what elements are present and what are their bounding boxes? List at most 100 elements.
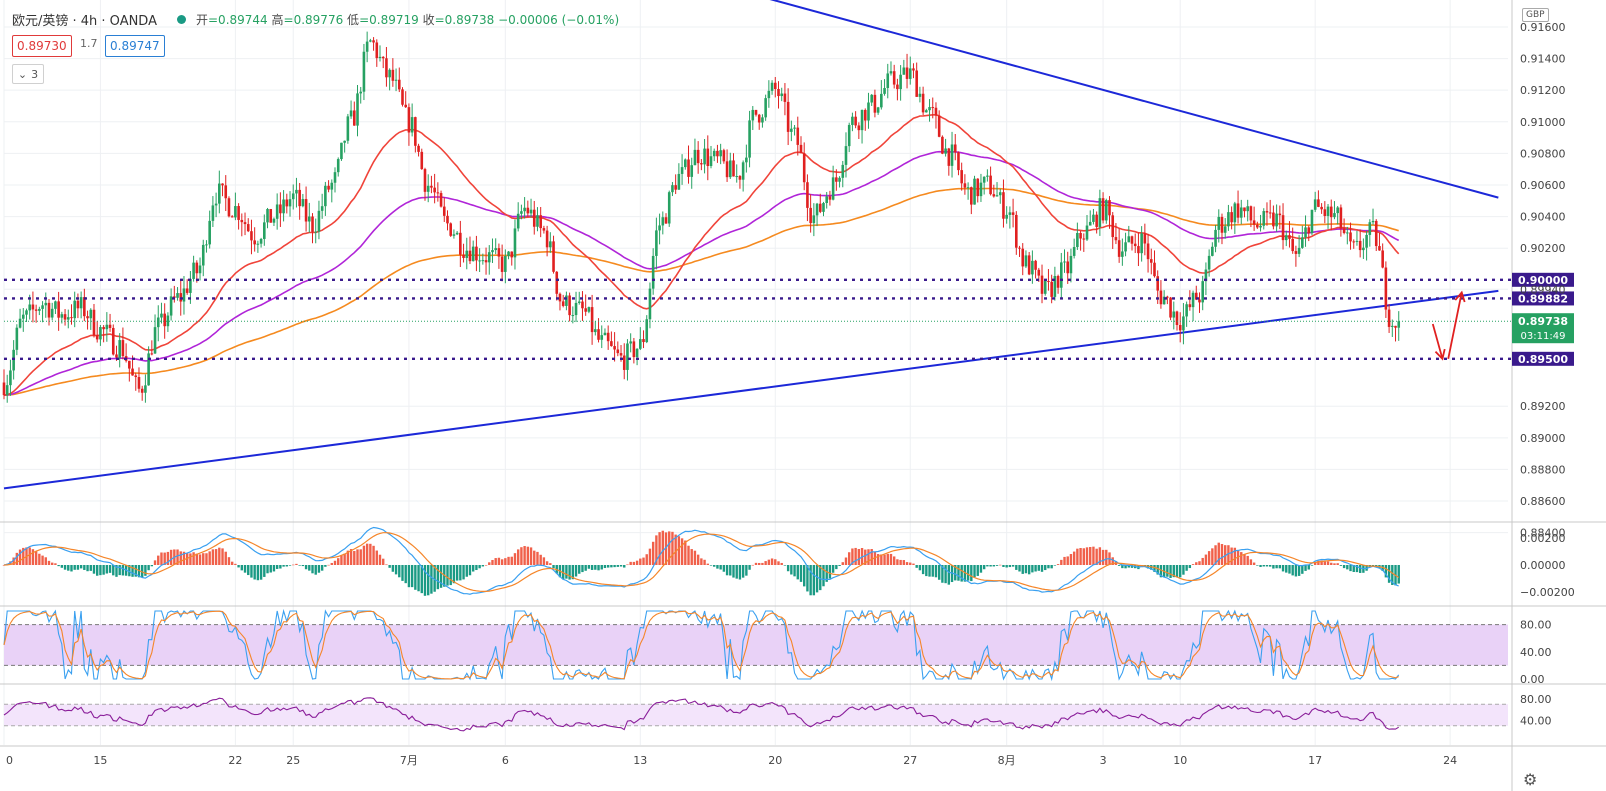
candle-body (1329, 206, 1333, 218)
candle-body (156, 317, 160, 328)
candle-body (1153, 262, 1156, 277)
stoch-band (4, 624, 1508, 666)
candle-body (50, 308, 54, 318)
macd-histogram-bar (1301, 565, 1304, 574)
macd-histogram-bar (1037, 565, 1041, 571)
macd-histogram-bar (539, 554, 542, 565)
horizontal-levels[interactable]: 0.90000 0.89882 0.89500 0.89738 03:11:49 (4, 272, 1574, 366)
candle-body (1394, 325, 1397, 328)
candle-body (330, 182, 334, 190)
macd-histogram-bar (780, 562, 783, 565)
candle-body (111, 327, 115, 355)
candle-body (651, 255, 655, 289)
signal-line (3, 532, 1400, 592)
macd-histogram-bar (642, 557, 645, 565)
candle-body (979, 182, 983, 197)
candle-body (1188, 304, 1192, 308)
sell-price-button[interactable]: 0.89730 (12, 35, 72, 57)
macd-histogram-bar (1124, 565, 1127, 569)
macd-histogram-bar (491, 559, 494, 565)
macd-histogram-bar (108, 565, 112, 573)
time-tick-label: 13 (633, 754, 647, 767)
candle-body (57, 301, 60, 318)
candle-body (835, 177, 838, 182)
macd-histogram-bar (774, 559, 777, 565)
macd-histogram-bar (295, 563, 298, 565)
time-axis[interactable]: 0 15 22 25 7月 6 13 20 27 8月 3 10 17 24 (6, 754, 1457, 767)
macd-histogram-bar (1217, 542, 1220, 565)
macd-histogram-bar (812, 565, 816, 596)
candle-body (918, 93, 922, 97)
candle-body (1169, 297, 1172, 318)
price-tick-label: 0.91400 (1520, 53, 1566, 66)
stoch-d-line (3, 610, 1399, 680)
macd-histogram-bar (610, 565, 613, 568)
macd-histogram-bar (208, 551, 211, 565)
candle-body (661, 217, 665, 226)
macd-histogram-bar (1076, 548, 1079, 565)
candle-body (449, 223, 453, 236)
candle-body (1339, 207, 1343, 229)
candle-body (822, 203, 825, 212)
candle-body (600, 335, 604, 340)
macd-histogram-bar (301, 565, 305, 567)
macd-histogram-bar (986, 565, 989, 567)
candle-body (369, 40, 372, 42)
candle-body (577, 301, 581, 303)
candle-body (70, 317, 73, 319)
indicator-toggle-button[interactable]: ⌄ 3 (12, 64, 44, 84)
macd-histogram-bar (388, 565, 391, 568)
macd-histogram-bar (1069, 554, 1073, 565)
candle-body (92, 309, 96, 336)
price-tick-label: 0.91200 (1520, 84, 1566, 97)
price-axis[interactable]: 0.91600 0.91400 0.91200 0.91000 0.90800 0.906… (1520, 21, 1575, 727)
candle-body (1391, 325, 1394, 327)
candle-body (507, 251, 510, 257)
candle-body (134, 375, 138, 378)
macd-histogram-bar (758, 562, 761, 565)
macd-histogram-bar (909, 562, 912, 565)
candle-body (243, 222, 247, 225)
macd-histogram-bar (211, 549, 215, 565)
candle-body (790, 128, 793, 132)
macd-pane (2, 526, 1400, 596)
drawn-arrows[interactable] (1431, 290, 1466, 361)
macd-histogram-bar (693, 550, 697, 565)
buy-price-button[interactable]: 0.89747 (105, 35, 165, 57)
candle-body (905, 67, 909, 79)
symbol-title[interactable]: 欧元/英镑 · 4h · OANDA (12, 13, 157, 29)
gear-icon[interactable]: ⚙ (1523, 770, 1538, 789)
macd-histogram-bar (153, 560, 157, 565)
candle-body (79, 297, 83, 309)
macd-histogram-bar (63, 565, 67, 570)
macd-histogram-bar (574, 565, 578, 577)
macd-histogram-bar (1249, 559, 1253, 565)
trendlines[interactable] (3, 0, 1499, 490)
macd-histogram-bar (243, 565, 247, 573)
candle-body (388, 69, 391, 78)
candle-body (417, 145, 420, 152)
macd-histogram-bar (847, 552, 851, 565)
candle-body (1076, 232, 1079, 248)
candle-body (497, 248, 501, 257)
candle-body (818, 203, 822, 212)
candle-body (301, 199, 305, 207)
macd-histogram-bar (362, 545, 366, 565)
rsi-tick-label: 80.00 (1520, 693, 1552, 706)
macd-histogram-bar (1201, 557, 1204, 565)
candle-body (1384, 267, 1388, 310)
candle-body (777, 88, 780, 97)
macd-histogram-bar (1182, 565, 1185, 575)
macd-histogram-bar (1027, 565, 1031, 575)
macd-histogram-bar (954, 565, 957, 581)
candle-body (1214, 229, 1217, 247)
macd-histogram-bar (1285, 565, 1288, 573)
candle-body (549, 241, 552, 248)
open-value: =0.89744 (208, 12, 268, 27)
candle-body (336, 159, 340, 173)
candle-body (266, 209, 269, 223)
macd-histogram-bar (722, 565, 726, 572)
candle-body (9, 370, 12, 386)
macd-histogram-bar (504, 558, 507, 565)
